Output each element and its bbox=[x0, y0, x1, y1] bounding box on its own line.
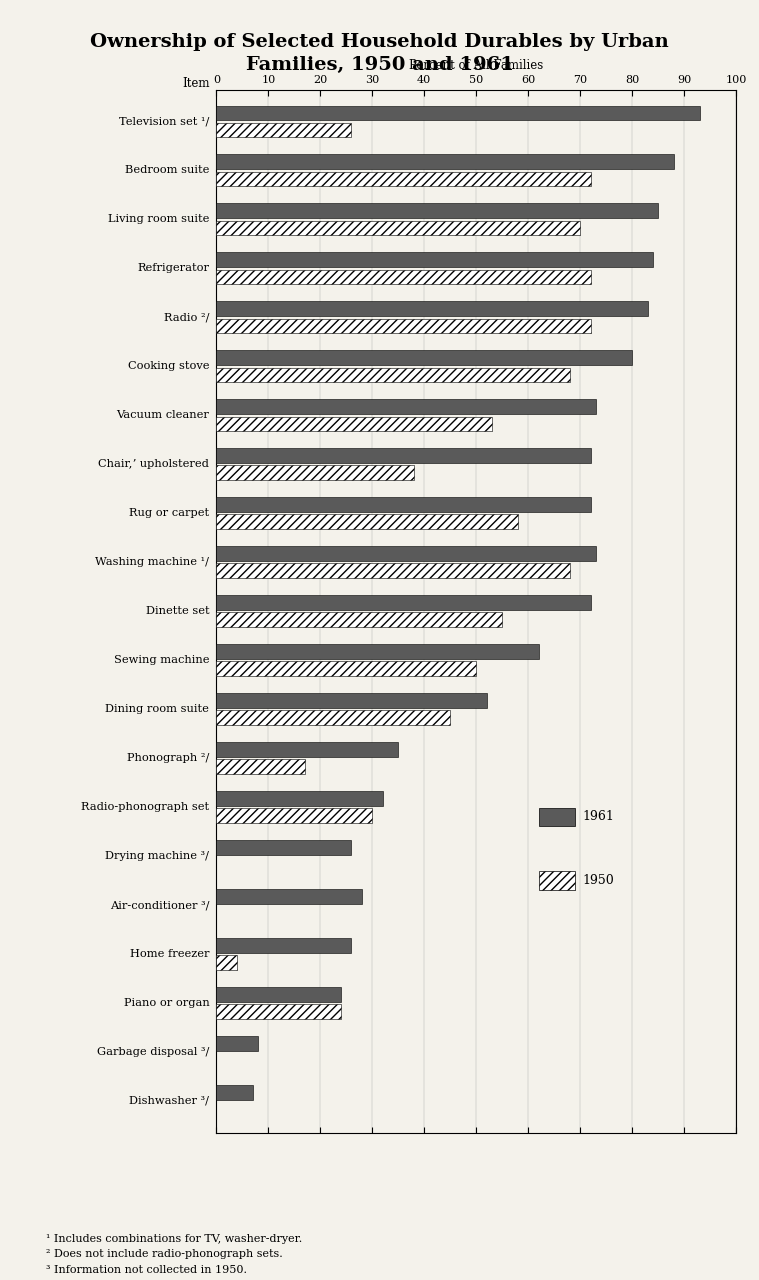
Bar bbox=[216, 498, 591, 512]
Bar bbox=[216, 987, 341, 1002]
Bar bbox=[216, 123, 351, 137]
Bar bbox=[216, 791, 383, 806]
Text: Garbage disposal ³/: Garbage disposal ³/ bbox=[97, 1047, 209, 1057]
Bar bbox=[216, 547, 596, 561]
Text: Chair,ʼ upholstered: Chair,ʼ upholstered bbox=[99, 460, 209, 470]
Bar bbox=[216, 809, 372, 823]
Bar bbox=[216, 938, 351, 952]
Bar bbox=[216, 694, 487, 708]
Bar bbox=[216, 710, 450, 724]
Bar bbox=[216, 612, 502, 627]
Text: ¹ Includes combinations for TV, washer-dryer.
² Does not include radio-phonograp: ¹ Includes combinations for TV, washer-d… bbox=[46, 1234, 302, 1275]
Text: Radio-phonograph set: Radio-phonograph set bbox=[81, 803, 209, 812]
Bar bbox=[216, 1005, 341, 1019]
Bar bbox=[216, 399, 596, 413]
Text: Dishwasher ³/: Dishwasher ³/ bbox=[129, 1096, 209, 1106]
Bar bbox=[216, 563, 570, 579]
Bar bbox=[216, 301, 648, 316]
Bar bbox=[539, 872, 575, 890]
Text: Television set ¹/: Television set ¹/ bbox=[119, 116, 209, 127]
Bar bbox=[216, 955, 237, 970]
Bar bbox=[216, 644, 539, 659]
Text: Bedroom suite: Bedroom suite bbox=[125, 165, 209, 175]
Text: Rug or carpet: Rug or carpet bbox=[129, 508, 209, 518]
Text: Phonograph ²/: Phonograph ²/ bbox=[127, 753, 209, 763]
Text: 1961: 1961 bbox=[583, 810, 615, 823]
Bar bbox=[539, 808, 575, 826]
Text: Piano or organ: Piano or organ bbox=[124, 998, 209, 1009]
Text: Families, 1950 and 1961: Families, 1950 and 1961 bbox=[245, 56, 514, 74]
Text: Cooking stove: Cooking stove bbox=[128, 361, 209, 371]
Bar bbox=[216, 204, 658, 218]
Bar bbox=[216, 1085, 253, 1100]
Bar bbox=[216, 319, 591, 333]
Bar bbox=[216, 595, 591, 611]
Text: Radio ²/: Radio ²/ bbox=[164, 312, 209, 323]
Bar bbox=[216, 742, 398, 756]
Text: Dinette set: Dinette set bbox=[146, 607, 209, 616]
Text: 1950: 1950 bbox=[583, 874, 615, 887]
Bar bbox=[216, 367, 570, 383]
Text: Item: Item bbox=[182, 77, 209, 90]
Text: Air-conditioner ³/: Air-conditioner ³/ bbox=[110, 900, 209, 910]
Bar bbox=[216, 890, 362, 904]
Text: Washing machine ¹/: Washing machine ¹/ bbox=[96, 557, 209, 567]
Text: Sewing machine: Sewing machine bbox=[114, 655, 209, 666]
Bar bbox=[216, 662, 477, 676]
Bar bbox=[216, 351, 632, 365]
Text: Refrigerator: Refrigerator bbox=[137, 264, 209, 274]
Text: Drying machine ³/: Drying machine ³/ bbox=[106, 851, 209, 861]
Text: Home freezer: Home freezer bbox=[130, 948, 209, 959]
Text: Living room suite: Living room suite bbox=[108, 214, 209, 224]
Bar bbox=[216, 515, 518, 529]
Bar bbox=[216, 155, 674, 169]
Bar bbox=[216, 252, 653, 268]
Text: Dining room suite: Dining room suite bbox=[106, 704, 209, 714]
Bar bbox=[216, 466, 414, 480]
Bar bbox=[216, 220, 581, 236]
Bar bbox=[216, 105, 700, 120]
Text: Ownership of Selected Household Durables by Urban: Ownership of Selected Household Durables… bbox=[90, 33, 669, 51]
Text: Vacuum cleaner: Vacuum cleaner bbox=[116, 411, 209, 420]
Bar bbox=[216, 172, 591, 187]
X-axis label: Percent of All Families: Percent of All Families bbox=[409, 59, 543, 72]
Bar bbox=[216, 759, 304, 774]
Bar bbox=[216, 840, 351, 855]
Bar bbox=[216, 1036, 258, 1051]
Bar bbox=[216, 270, 591, 284]
Bar bbox=[216, 448, 591, 463]
Bar bbox=[216, 416, 492, 431]
